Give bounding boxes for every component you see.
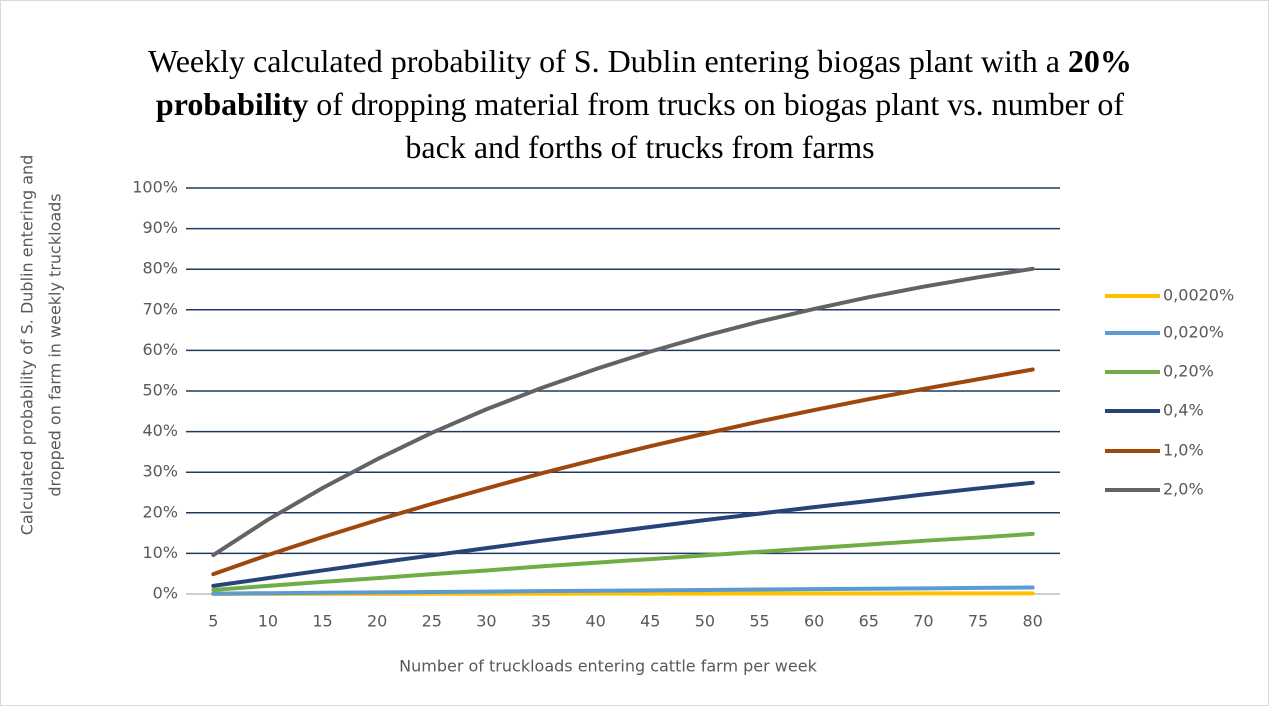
x-tick-label: 30: [476, 612, 496, 631]
legend-label: 0,20%: [1163, 362, 1214, 381]
legend-label: 0,0020%: [1163, 286, 1234, 305]
series-line: [211, 367, 1035, 577]
y-axis-label: Calculated probability of S. Dublin ente…: [18, 155, 37, 536]
legend-label: 0,020%: [1163, 323, 1224, 342]
series-line: [211, 266, 1035, 558]
y-tick-label: 30%: [142, 462, 178, 481]
x-tick-label: 55: [749, 612, 769, 631]
x-tick-label: 65: [859, 612, 879, 631]
y-tick-label: 40%: [142, 421, 178, 440]
series-line: [211, 585, 1035, 596]
title-emphasis: 20% probability: [155, 43, 1132, 122]
x-tick-label: 15: [312, 612, 332, 631]
x-tick-label: 80: [1023, 612, 1043, 631]
legend-label: 0,4%: [1163, 401, 1204, 420]
x-tick-label: 40: [586, 612, 606, 631]
y-tick-label: 20%: [142, 502, 178, 521]
x-tick-label: 35: [531, 612, 551, 631]
y-tick-label: 50%: [142, 381, 178, 400]
y-tick-label: 100%: [132, 178, 178, 197]
series-line: [211, 480, 1035, 588]
x-tick-label: 60: [804, 612, 824, 631]
x-tick-label: 70: [913, 612, 933, 631]
legend-label: 2,0%: [1163, 480, 1204, 499]
y-tick-label: 80%: [142, 259, 178, 278]
title-part: Weekly calculated probability of S. Dubl…: [148, 43, 1068, 79]
x-tick-label: 10: [258, 612, 278, 631]
series-line: [211, 531, 1035, 592]
y-tick-label: 0%: [153, 584, 178, 603]
y-tick-label: 60%: [142, 340, 178, 359]
legend-label: 1,0%: [1163, 441, 1204, 460]
x-tick-label: 5: [208, 612, 218, 631]
y-axis-label: dropped on farm in weekly truckloads: [46, 193, 65, 496]
title-part: of dropping material from trucks on biog…: [308, 86, 1125, 165]
y-tick-label: 10%: [142, 543, 178, 562]
x-tick-label: 20: [367, 612, 387, 631]
y-tick-label: 90%: [142, 218, 178, 237]
x-tick-label: 25: [422, 612, 442, 631]
chart-title: Weekly calculated probability of S. Dubl…: [140, 40, 1140, 169]
x-axis-label: Number of truckloads entering cattle far…: [399, 657, 817, 676]
x-tick-label: 45: [640, 612, 660, 631]
x-tick-label: 75: [968, 612, 988, 631]
x-tick-label: 50: [695, 612, 715, 631]
y-tick-label: 70%: [142, 299, 178, 318]
